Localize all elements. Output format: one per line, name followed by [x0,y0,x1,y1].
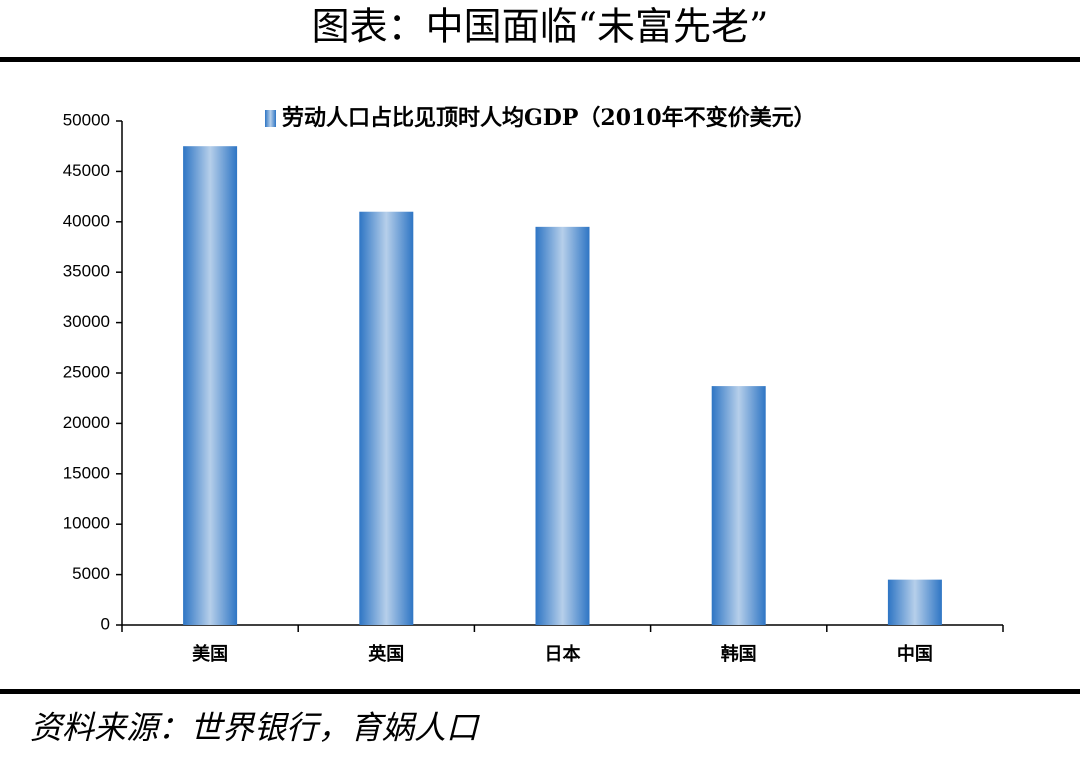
y-tick-label: 40000 [63,211,110,230]
y-tick-label: 0 [101,614,110,633]
legend-swatch [265,110,276,127]
bar [887,579,942,625]
y-tick-label: 20000 [63,413,110,432]
y-tick-label: 45000 [63,161,110,180]
y-tick-label: 35000 [63,262,110,281]
x-tick-label: 英国 [367,643,404,665]
bar [183,146,238,625]
x-tick-label: 日本 [545,643,581,665]
legend-label: 劳动人口占比见顶时人均GDP（2010年不变价美元） [282,105,816,131]
x-tick-label: 中国 [897,643,933,665]
y-tick-label: 50000 [63,110,110,129]
source-note: 资料来源：世界银行，育娲人口 [30,709,480,747]
y-tick-label: 25000 [63,362,110,381]
bar [535,226,590,625]
x-tick-label: 韩国 [721,643,757,665]
y-tick-label: 5000 [72,564,110,583]
y-tick-label: 30000 [63,312,110,331]
bar [711,386,766,625]
chart-title: 图表：中国面临“未富先老” [312,5,769,49]
bar [359,211,414,625]
x-tick-label: 美国 [192,643,228,665]
y-tick-label: 15000 [63,463,110,482]
title-rule [0,57,1080,62]
source-rule [0,689,1080,694]
y-tick-label: 10000 [63,514,110,533]
